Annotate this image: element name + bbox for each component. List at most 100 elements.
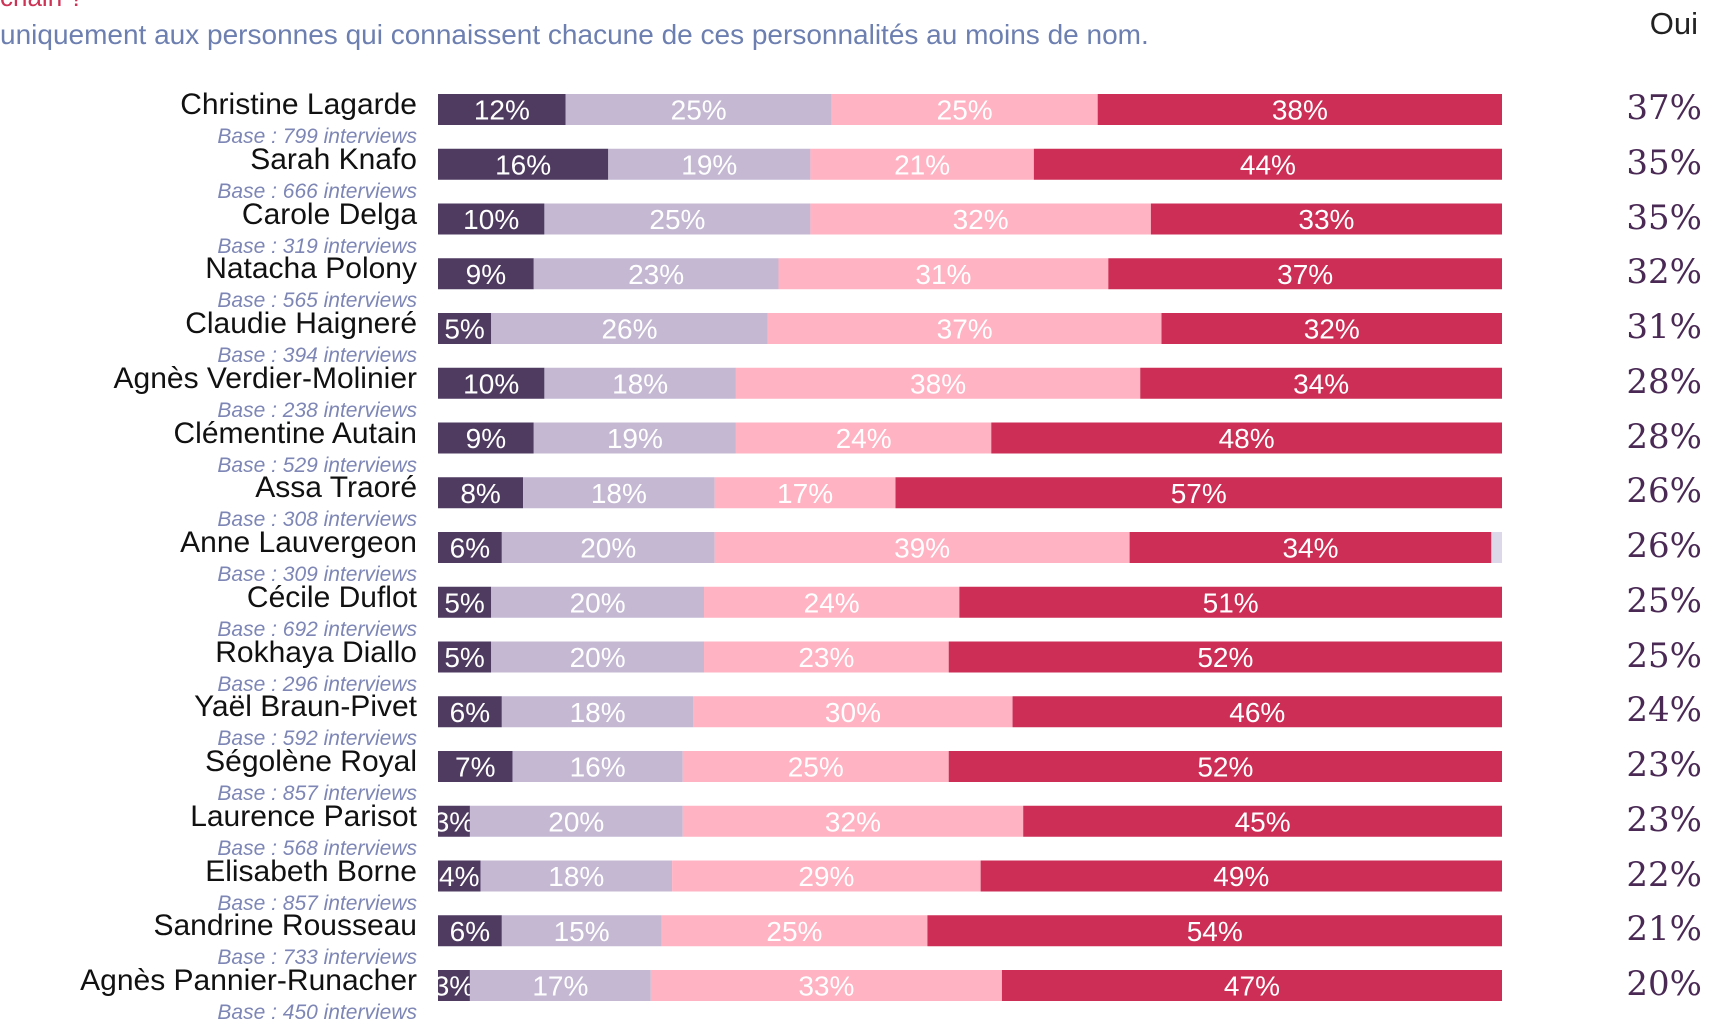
bar-value-label: 38% <box>910 368 966 399</box>
row-base: Base : 309 interviews <box>217 563 417 586</box>
bar-value-label: 31% <box>915 259 971 290</box>
row-base: Base : 238 interviews <box>217 398 417 422</box>
oui-value: 25% <box>1626 635 1702 676</box>
bar-segment <box>438 94 566 125</box>
bar-segment <box>1140 367 1502 399</box>
top-text: chain ? <box>0 0 84 10</box>
bar-segment <box>565 94 832 125</box>
oui-value: 31% <box>1626 307 1702 347</box>
row-base: Base : 857 interviews <box>217 891 417 915</box>
bar-value-label: 32% <box>825 806 881 837</box>
oui-value: 28% <box>1626 361 1702 402</box>
bar-segment <box>438 915 502 947</box>
bar-value-label: 9% <box>466 259 506 290</box>
bar-value-label: 17% <box>777 478 833 509</box>
bar-segment <box>501 915 662 947</box>
bar-segment <box>735 367 1141 399</box>
oui-value: 23% <box>1626 799 1702 840</box>
bar-segment <box>438 805 470 837</box>
bar-segment <box>1097 94 1502 125</box>
bar-value-label: 34% <box>1293 368 1349 399</box>
bar-segment <box>682 751 949 782</box>
bar-value-label: 20% <box>570 642 626 673</box>
bar-value-label: 19% <box>607 423 663 454</box>
row-name: Sarah Knafo <box>250 142 417 176</box>
bar-segment <box>608 148 811 180</box>
bar-segment <box>501 532 715 563</box>
bar-value-label: 4% <box>439 861 479 892</box>
row-name: Cécile Duflot <box>246 580 417 614</box>
bar-value-label: 3% <box>434 971 474 1002</box>
bar-value-label: 18% <box>612 368 668 399</box>
subtitle: uniquement aux personnes qui connaissent… <box>0 19 1149 50</box>
bar-value-label: 16% <box>495 149 551 180</box>
bar-value-label: 34% <box>1282 533 1338 564</box>
bar-segment <box>1491 532 1502 563</box>
bar-value-label: 49% <box>1213 861 1269 892</box>
row-name: Carole Delga <box>241 197 417 231</box>
oui-value: 37% <box>1626 88 1702 128</box>
row-base: Base : 692 interviews <box>217 617 417 641</box>
bar-value-label: 20% <box>580 533 636 564</box>
bar-segment <box>512 751 683 782</box>
oui-value: 26% <box>1626 471 1702 512</box>
row-base: Base : 296 interviews <box>217 672 417 696</box>
bar-segment <box>438 477 524 509</box>
bar-segment <box>735 422 992 454</box>
bar-value-label: 23% <box>628 259 684 290</box>
bar-segment <box>544 367 736 399</box>
bar-value-label: 18% <box>548 861 604 892</box>
bar-segment <box>1129 532 1492 563</box>
bar-value-label: 39% <box>894 533 950 564</box>
bar-segment <box>1161 313 1502 344</box>
bar-segment <box>438 751 513 782</box>
bar-segment <box>544 203 811 235</box>
bar-segment <box>523 477 715 509</box>
bar-segment <box>533 258 779 290</box>
row-name: Sandrine Rousseau <box>153 909 417 943</box>
bar-segment <box>1108 258 1502 290</box>
bar-segment <box>438 586 492 618</box>
row-name: Anne Lauvergeon <box>180 526 417 559</box>
bar-value-label: 6% <box>450 697 490 728</box>
row-name: Christine Lagarde <box>180 88 417 121</box>
bar-segment <box>948 641 1502 673</box>
row-name: Natacha Polony <box>205 252 417 286</box>
oui-value: 35% <box>1626 197 1702 238</box>
bar-segment <box>704 641 949 673</box>
oui-value: 20% <box>1626 964 1702 1004</box>
bar-segment <box>650 970 1002 1001</box>
bar-segment <box>810 203 1151 235</box>
row-base: Base : 565 interviews <box>217 289 417 313</box>
bar-value-label: 33% <box>798 971 854 1002</box>
bar-value-label: 17% <box>532 971 588 1002</box>
bar-value-label: 33% <box>1298 204 1354 235</box>
bar-value-label: 6% <box>450 916 490 947</box>
bar-segment <box>927 915 1502 947</box>
bar-value-label: 3% <box>434 806 474 837</box>
bar-segment <box>1012 696 1502 728</box>
bar-segment <box>693 696 1013 728</box>
row-name: Elisabeth Borne <box>205 854 417 888</box>
bar-value-label: 5% <box>444 642 484 673</box>
bar-segment <box>438 367 545 399</box>
bar-segment <box>895 477 1502 509</box>
row-name: Agnès Pannier-Runacher <box>80 964 417 997</box>
bar-segment <box>501 696 694 728</box>
bar-segment <box>672 860 981 892</box>
oui-value: 21% <box>1626 909 1702 950</box>
bar-value-label: 30% <box>825 697 881 728</box>
bar-value-label: 24% <box>804 587 860 618</box>
row-base: Base : 450 interviews <box>217 1001 417 1024</box>
row-base: Base : 857 interviews <box>217 782 417 805</box>
bar-value-label: 38% <box>1272 95 1328 126</box>
bar-value-label: 15% <box>554 916 610 947</box>
bar-value-label: 25% <box>671 95 727 126</box>
bar-segment <box>491 641 704 673</box>
row-base: Base : 319 interviews <box>217 234 417 258</box>
bar-value-label: 25% <box>766 916 822 947</box>
row-name: Ségolène Royal <box>205 745 417 778</box>
bar-value-label: 6% <box>450 533 490 564</box>
bar-value-label: 26% <box>601 314 657 345</box>
bar-value-label: 54% <box>1187 916 1243 947</box>
